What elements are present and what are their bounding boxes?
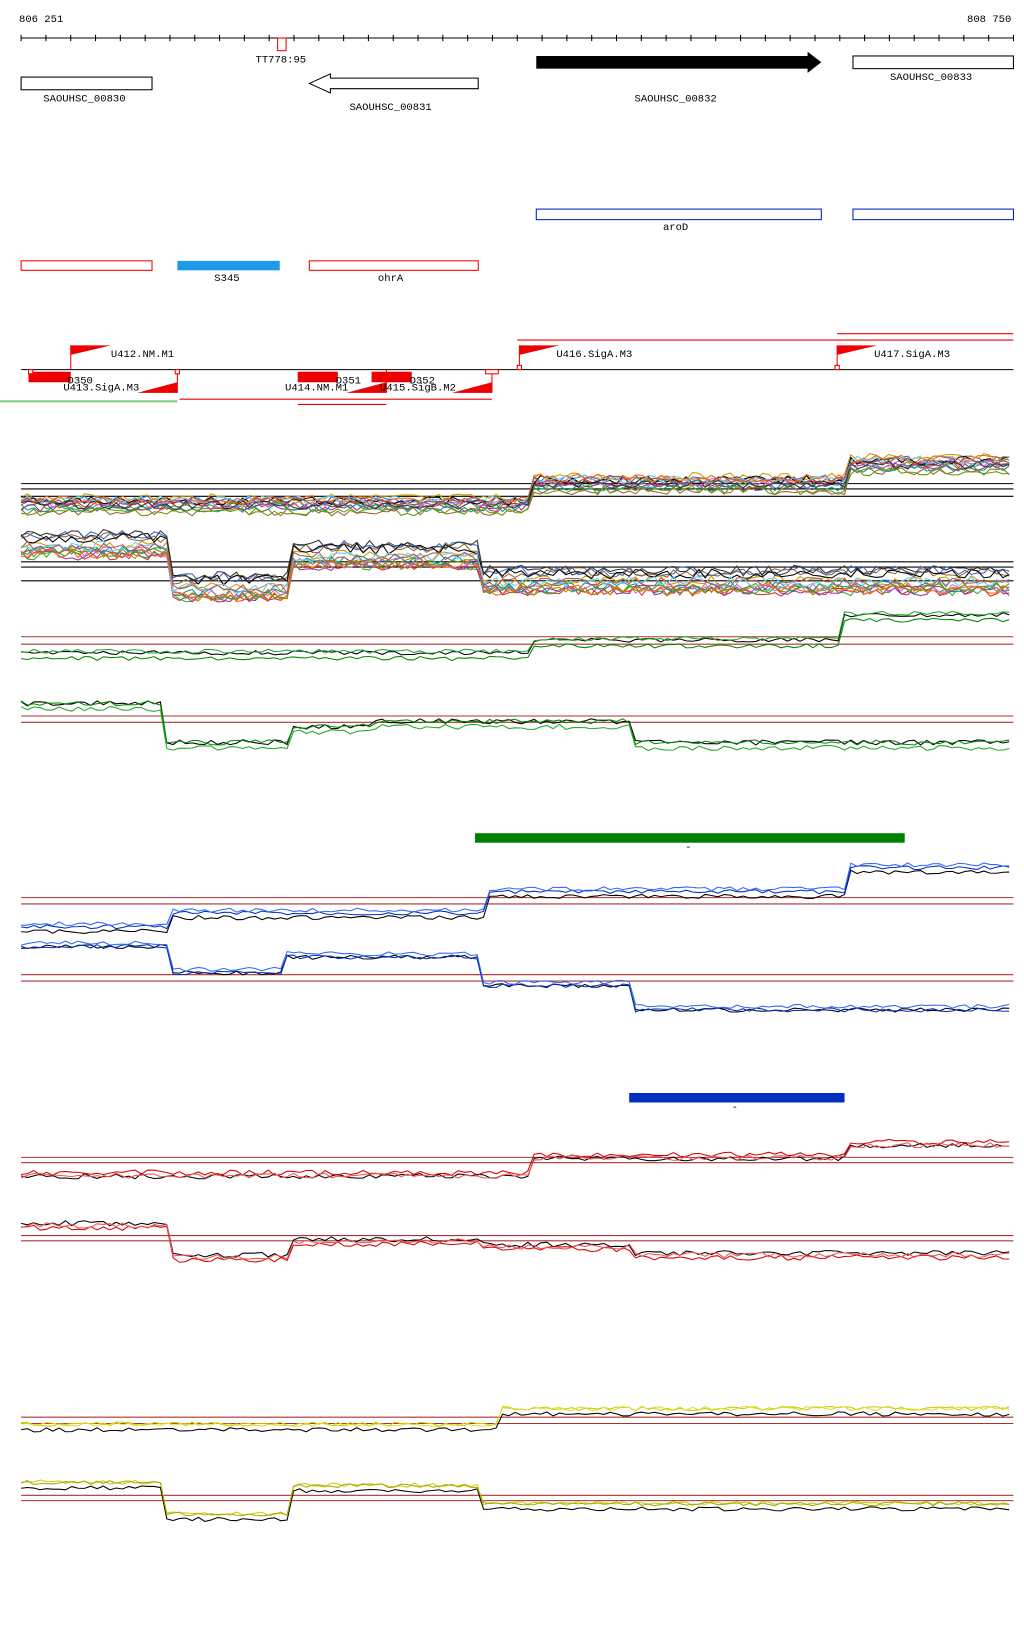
expression-tracks (20, 452, 1014, 1522)
expression-line (20, 548, 1010, 603)
expression-line (20, 530, 1010, 583)
ruler-end: 808 750 (967, 14, 1011, 26)
expression-line (20, 548, 1010, 603)
downstream-label: D352 (410, 375, 435, 387)
terminator (277, 37, 287, 52)
gene (852, 55, 1014, 70)
downstream (297, 371, 338, 383)
expression-line (20, 528, 1010, 582)
promoter-flag (837, 345, 878, 355)
expression-line (20, 705, 1010, 752)
expression-line (21, 1485, 1010, 1522)
promoter-flag (70, 345, 111, 355)
expression-line (20, 466, 1010, 517)
rna-label: ohrA (378, 273, 404, 285)
expression-line (20, 700, 1010, 746)
expression-line (20, 1142, 1010, 1179)
expression-line (21, 467, 1010, 517)
site (485, 369, 499, 375)
expression-line (21, 1411, 1010, 1433)
terminator-label: TT778:95 (255, 54, 306, 66)
operon (535, 208, 822, 221)
rna (177, 260, 280, 271)
expression-line (21, 540, 1010, 595)
expression-line (21, 456, 1010, 506)
expression-line (20, 460, 1010, 510)
expression-line (20, 452, 1010, 503)
gene-label: SAOUHSC_00831 (349, 102, 431, 114)
gene-label: SAOUHSC_00832 (634, 93, 716, 105)
expression-line (21, 612, 1010, 656)
marker: - (685, 842, 691, 854)
expression-line (21, 1405, 1010, 1427)
expression-line (20, 540, 1010, 595)
promoter-label: U416.SigA.M3 (556, 349, 632, 361)
promoter-flag (519, 345, 560, 355)
promoter-label: U413.SigA.M3 (63, 383, 139, 395)
promoter-label: U412.NM.M1 (111, 349, 174, 361)
rna-label: S345 (214, 273, 239, 285)
site (834, 364, 840, 371)
expression-line (20, 940, 1010, 1010)
operon-label: aroD (663, 222, 688, 234)
promoter-label: U415.SigB.M2 (380, 383, 456, 395)
expression-line (20, 531, 1010, 585)
rna (308, 260, 479, 271)
expression-line (21, 865, 1010, 930)
ruler-start: 806 251 (19, 14, 63, 26)
expression-line (20, 700, 1010, 746)
expression-line (20, 610, 1010, 655)
downstream-label: D350 (68, 375, 93, 387)
expression-line (20, 1480, 1010, 1517)
marker: - (732, 1102, 738, 1114)
rna (20, 260, 153, 271)
ruler-ticks (20, 34, 1014, 42)
gene-label: SAOUHSC_00830 (43, 93, 125, 105)
promoter-flag (137, 382, 178, 393)
expression-line (21, 862, 1010, 927)
expression-line (21, 1224, 1010, 1263)
downstream (371, 371, 412, 383)
expression-line (21, 617, 1010, 662)
operon (852, 208, 1014, 221)
expression-line (20, 1222, 1010, 1261)
expression-line (21, 1138, 1010, 1176)
promoters: U412.NM.M1 U416.SigA.M3 U417.SigA.M3 U413.S… (63, 345, 950, 395)
region-bar (475, 833, 905, 843)
promoter-label: U417.SigA.M3 (874, 349, 950, 361)
gene-label: SAOUHSC_00833 (890, 72, 972, 84)
expression-line (21, 869, 1010, 934)
gene-arrow (536, 51, 822, 73)
downstream (28, 371, 71, 383)
gene (20, 76, 153, 91)
site (27, 369, 34, 375)
expression-line (21, 1479, 1010, 1517)
gene-arrow (308, 73, 479, 94)
region-bar (629, 1092, 845, 1103)
site (174, 369, 180, 375)
promoter-flag (451, 382, 492, 393)
site (516, 364, 523, 371)
downstream-label: D351 (336, 375, 361, 387)
promoter-label: U414.NM.M1 (285, 383, 348, 395)
